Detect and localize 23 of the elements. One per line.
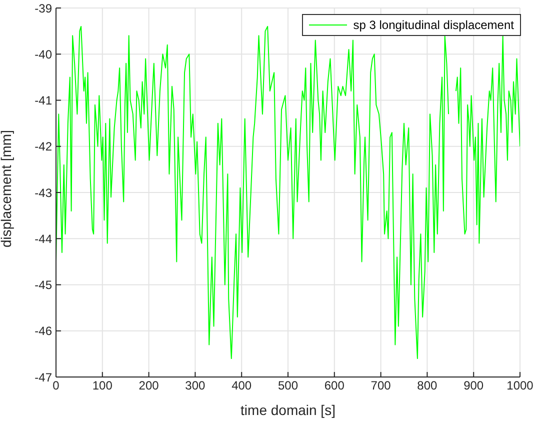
x-tick-label: 0 — [52, 378, 60, 393]
y-tick-label: -47 — [34, 370, 52, 384]
x-axis-title: time domain [s] — [240, 402, 336, 418]
x-tick-label: 1000 — [506, 378, 534, 393]
x-tick-label: 700 — [370, 378, 392, 393]
y-tick-label: -40 — [34, 47, 52, 62]
y-tick-label: -44 — [34, 232, 52, 246]
x-tick-label: 500 — [278, 378, 298, 393]
x-tick-label: 600 — [324, 378, 345, 393]
x-tick-label: 300 — [185, 378, 206, 393]
y-tick-label: -45 — [34, 278, 52, 292]
x-tick-label: 200 — [138, 378, 160, 393]
y-tick-label: -39 — [34, 1, 52, 16]
legend-label: sp 3 longitudinal displacement — [353, 18, 514, 32]
y-tick-label: -41 — [34, 94, 52, 108]
x-tick-label: 400 — [232, 378, 252, 393]
y-axis-title: displacement [mm] — [0, 130, 14, 248]
x-tick-label: 100 — [92, 378, 113, 393]
x-tick-label: 900 — [464, 378, 484, 393]
y-tick-label: -43 — [34, 186, 52, 200]
y-tick-label: -42 — [34, 140, 52, 154]
x-tick-label: 800 — [417, 378, 438, 393]
y-tick-label: -46 — [34, 324, 52, 338]
